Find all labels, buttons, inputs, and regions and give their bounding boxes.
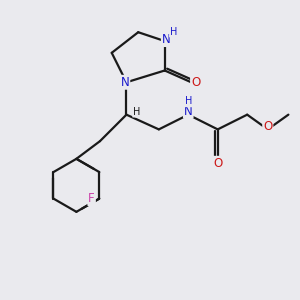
Text: N: N — [121, 76, 129, 89]
Text: H: H — [184, 96, 192, 106]
Text: F: F — [88, 192, 95, 205]
Text: H: H — [133, 107, 140, 117]
Text: N: N — [162, 33, 171, 46]
Text: H: H — [170, 27, 177, 37]
Text: O: O — [191, 76, 200, 89]
Text: O: O — [213, 157, 222, 170]
Text: O: O — [263, 120, 272, 133]
Text: N: N — [184, 105, 193, 118]
